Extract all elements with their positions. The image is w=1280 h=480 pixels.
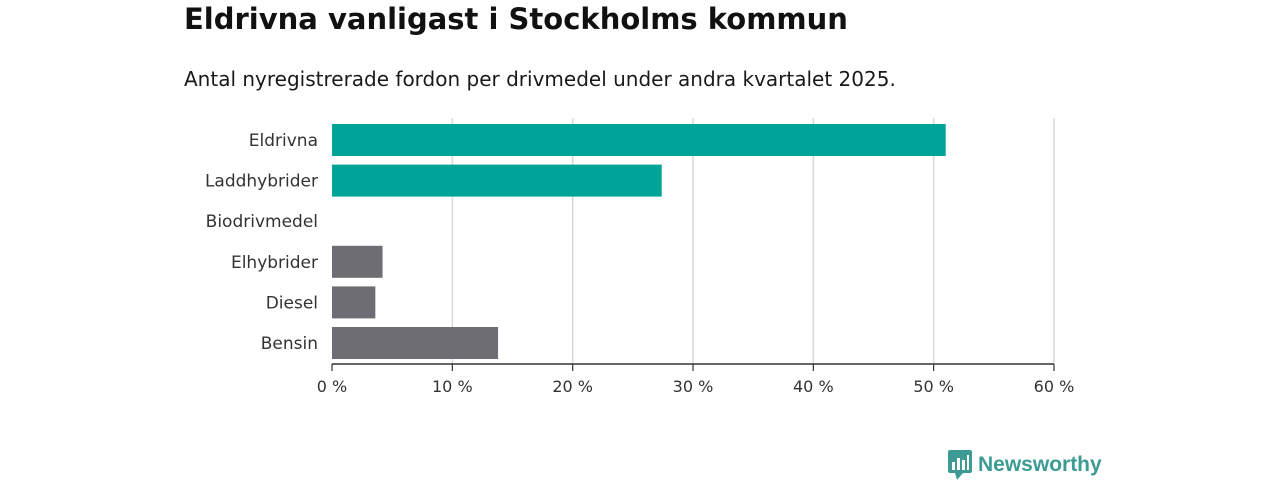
newsworthy-logo: Newsworthy xyxy=(948,450,1102,480)
bar-diesel xyxy=(332,286,376,319)
x-tick-label: 0 % xyxy=(317,377,347,396)
chart-subtitle: Antal nyregistrerade fordon per drivmede… xyxy=(184,67,896,91)
bar-laddhybrider xyxy=(332,164,662,197)
bar-elhybrider xyxy=(332,245,383,278)
x-tick-label: 20 % xyxy=(552,377,593,396)
category-label: Biodrivmedel xyxy=(206,212,318,232)
x-tick-label: 60 % xyxy=(1034,377,1075,396)
x-tick-label: 30 % xyxy=(673,377,714,396)
category-label: Elhybrider xyxy=(231,253,318,273)
category-labels: Eldrivna Laddhybrider Biodrivmedel Elhybrid… xyxy=(205,131,318,354)
chart-title: Eldrivna vanligast i Stockholms kommun xyxy=(184,2,848,36)
bar-bensin xyxy=(332,327,499,359)
grid-lines xyxy=(451,118,1055,364)
category-label: Eldrivna xyxy=(249,131,318,151)
x-tick-label: 50 % xyxy=(913,377,954,396)
category-label: Laddhybrider xyxy=(205,172,318,192)
x-axis: 0 % 10 % 20 % 30 % 40 % 50 % 60 % xyxy=(317,363,1075,396)
bars xyxy=(332,124,946,359)
x-tick-label: 40 % xyxy=(793,377,834,396)
x-tick-label: 10 % xyxy=(432,377,473,396)
bar-eldrivna xyxy=(332,124,946,156)
newsworthy-logo-icon xyxy=(948,450,972,480)
category-label: Diesel xyxy=(266,293,318,313)
category-label: Bensin xyxy=(261,334,318,354)
newsworthy-logo-text: Newsworthy xyxy=(978,453,1102,476)
